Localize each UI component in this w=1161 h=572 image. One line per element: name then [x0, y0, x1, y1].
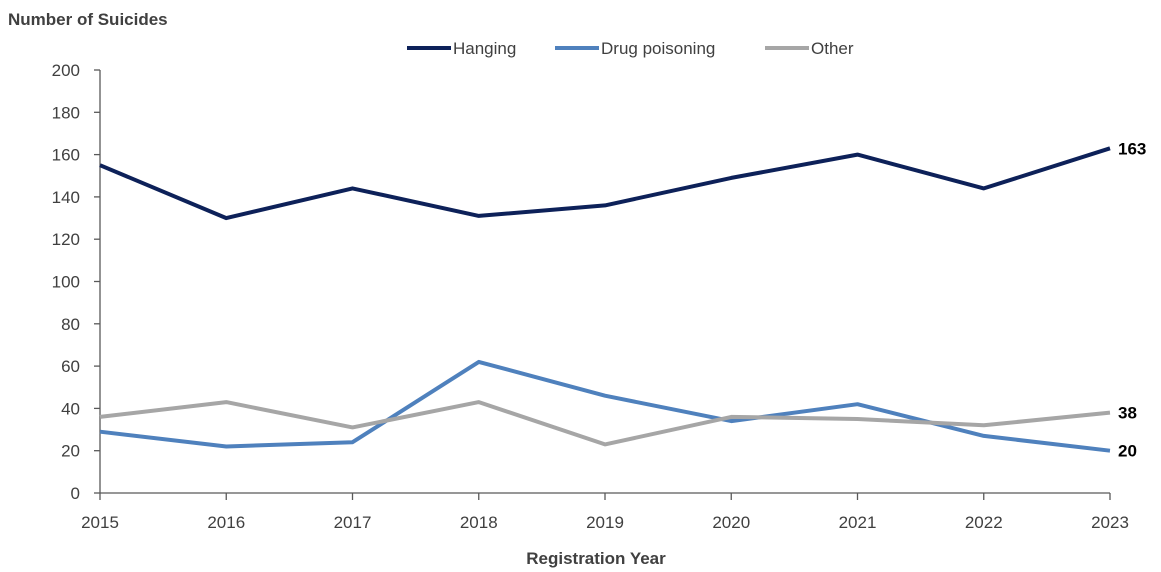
y-tick-label: 180: [52, 103, 80, 122]
x-tick-label: 2017: [334, 513, 372, 532]
y-axis-title: Number of Suicides: [8, 10, 168, 29]
data-label: 163: [1118, 139, 1146, 158]
y-tick-label: 100: [52, 273, 80, 292]
legend-label: Other: [811, 39, 854, 58]
y-tick-label: 160: [52, 146, 80, 165]
x-tick-label: 2022: [965, 513, 1003, 532]
x-tick-label: 2020: [712, 513, 750, 532]
y-tick-label: 60: [61, 357, 80, 376]
series-line-other: [99, 400, 1111, 447]
data-label: 38: [1118, 404, 1137, 423]
x-tick-label: 2015: [81, 513, 119, 532]
x-axis: 2015 2016 2017 2018 2019 2020 2021 2022 2023: [81, 492, 1129, 532]
y-axis: 0 20 40 60 80 100 120 140 160 180 200: [52, 61, 101, 503]
x-tick-label: 2021: [839, 513, 877, 532]
legend-label: Drug poisoning: [601, 39, 715, 58]
y-tick-label: 120: [52, 230, 80, 249]
legend: Hanging Drug poisoning Other: [407, 39, 854, 58]
y-tick-label: 140: [52, 188, 80, 207]
y-tick-label: 200: [52, 61, 80, 80]
x-tick-label: 2019: [586, 513, 624, 532]
legend-label: Hanging: [453, 39, 516, 58]
series-line-hanging: [99, 146, 1111, 221]
x-tick-label: 2018: [460, 513, 498, 532]
x-axis-title: Registration Year: [526, 549, 666, 568]
x-tick-label: 2023: [1091, 513, 1129, 532]
y-tick-label: 40: [61, 399, 80, 418]
y-tick-label: 80: [61, 315, 80, 334]
data-label: 20: [1118, 442, 1137, 461]
x-tick-label: 2016: [207, 513, 245, 532]
series-line-drug-poisoning: [99, 359, 1111, 453]
series-layer: [99, 146, 1111, 453]
y-tick-label: 20: [61, 442, 80, 461]
end-labels: 163 20 38: [1118, 139, 1146, 460]
y-tick-label: 0: [71, 484, 80, 503]
